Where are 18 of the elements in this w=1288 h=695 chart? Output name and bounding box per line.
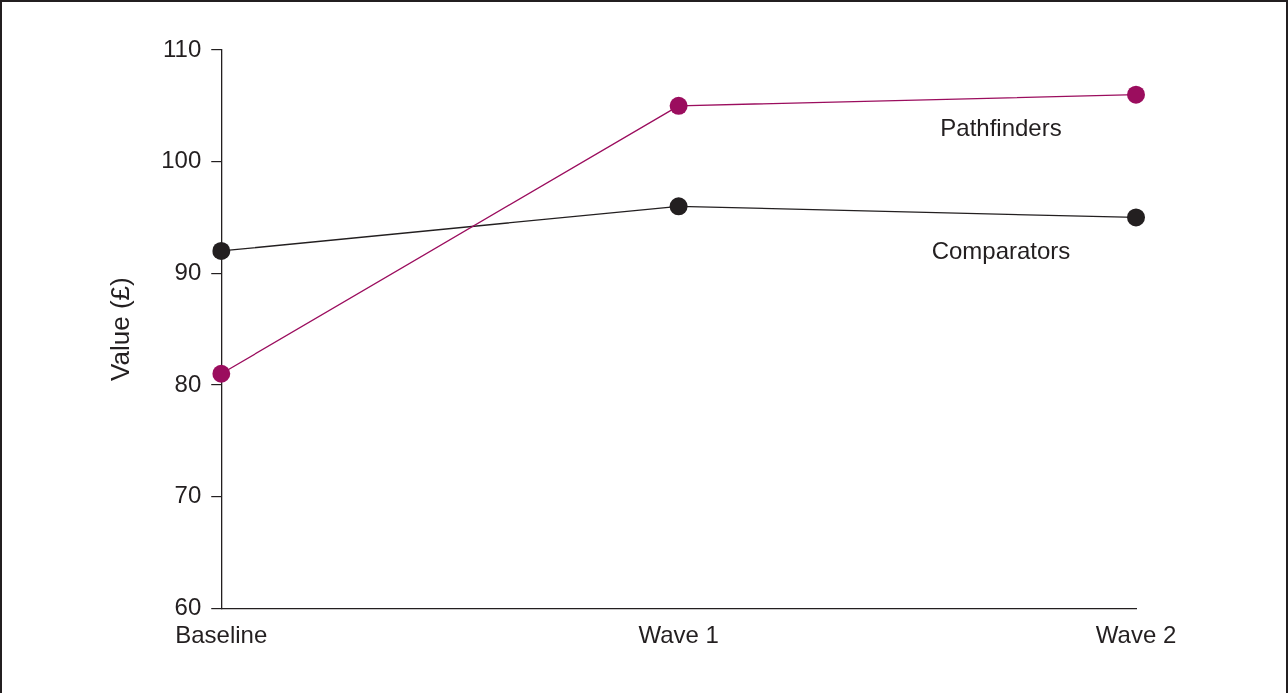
- x-tick-label: Baseline: [175, 621, 268, 649]
- x-tick-label: Wave 1: [638, 621, 719, 649]
- y-tick-label: 110: [162, 34, 202, 62]
- series-label: Pathfinders: [940, 114, 1062, 142]
- point: [1127, 85, 1145, 104]
- point: [212, 364, 231, 383]
- series-label: Comparators: [931, 237, 1071, 265]
- y-tick-label: 70: [174, 481, 202, 509]
- x-tick-label: Wave 2: [1095, 621, 1177, 649]
- y-tick-label: 100: [161, 146, 202, 174]
- y-tick-label: 80: [174, 369, 202, 397]
- y-tick-label: 60: [174, 592, 202, 620]
- point: [669, 197, 688, 216]
- y-tick-label: 90: [174, 257, 202, 285]
- point: [212, 241, 231, 260]
- point: [669, 96, 688, 115]
- y-axis-title: Value (£): [104, 277, 135, 381]
- point: [1127, 208, 1145, 227]
